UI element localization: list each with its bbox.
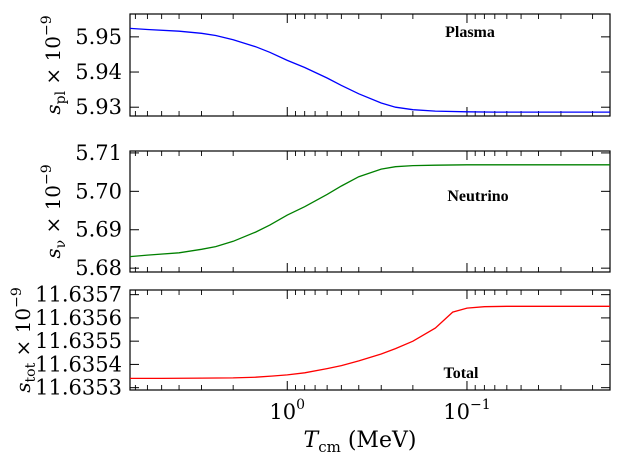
series-line-neutrino — [129, 164, 610, 258]
y-tick-label: 5.70 — [75, 179, 122, 203]
panel-annotation: Neutrino — [447, 188, 508, 205]
plot-frame — [129, 289, 611, 391]
panel-annotation: Total — [444, 365, 480, 382]
y-tick-label: 5.93 — [75, 95, 122, 119]
panel-neutrino: 5.68 5.69 5.70 5.71 Neutrino sν × 10−9 — [39, 141, 611, 280]
series-line-plasma — [129, 27, 610, 113]
plot-frame — [129, 13, 611, 117]
x-tick-label: 10−1 — [443, 397, 490, 424]
y-axis-label: sν × 10−9 — [39, 164, 69, 258]
y-tick-label: 5.69 — [75, 218, 122, 242]
plot-frame — [129, 150, 611, 273]
y-tick-label: 5.71 — [75, 141, 122, 165]
y-tick-label: 11.6353 — [35, 376, 122, 400]
y-axis-label: stot × 10−9 — [9, 287, 39, 393]
y-axis-label: spl × 10−9 — [39, 15, 69, 114]
y-tick-label: 5.95 — [75, 25, 122, 49]
y-tick-label: 5.94 — [75, 60, 122, 84]
y-tick-label: 11.6356 — [35, 306, 122, 330]
x-tick-label: 100 — [269, 397, 305, 424]
panel-plasma: 5.93 5.94 5.95 Plasma spl × 10−9 — [39, 13, 611, 119]
series-line-total — [130, 305, 610, 380]
x-axis-label: Tcm (MeV) — [304, 428, 417, 456]
y-tick-label: 11.6357 — [35, 283, 122, 307]
y-tick-label: 11.6354 — [35, 352, 122, 376]
panel-annotation: Plasma — [445, 24, 495, 41]
y-tick-label: 11.6355 — [35, 329, 122, 353]
y-tick-label: 5.68 — [75, 256, 122, 280]
